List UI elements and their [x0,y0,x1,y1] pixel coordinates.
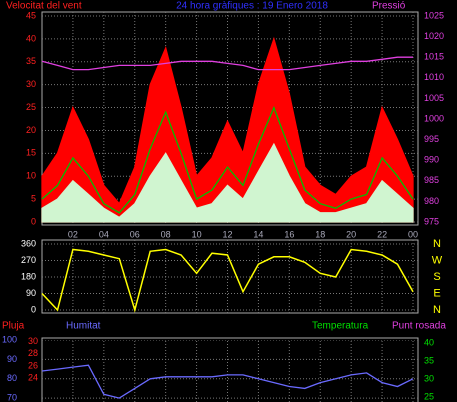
panel-frame [41,11,419,226]
y-tick-label: 25 [26,102,36,112]
rain-tick-label: 30 [28,336,38,346]
y-tick-label: 45 [26,10,36,20]
area [41,142,414,223]
y2-tick-label: 990 [424,155,439,165]
y-tick-label: 0 [31,304,36,314]
y-tick-label: 35 [26,56,36,66]
y2-tick-label: 975 [424,216,439,226]
y2-tick-label: 25 [424,391,434,401]
x-tick-label: 00 [408,229,418,239]
panel-frame [41,337,419,402]
y-tick-label: 270 [21,255,36,265]
y2-tick-label: 1010 [424,72,444,82]
line [42,364,414,399]
line [41,105,414,214]
y2-tick-label: 1020 [424,31,444,41]
y-tick-label: 70 [7,393,17,402]
y2-tick-label: 985 [424,175,439,185]
y2-tick-label: E [433,287,440,299]
y2-tick-label: N [433,304,441,316]
y-tick-label: 15 [26,148,36,158]
x-tick-label: 02 [68,229,78,239]
y-tick-label: 90 [7,354,17,364]
x-tick-label: 06 [130,229,140,239]
y2-tick-label: 1015 [424,52,444,62]
y-tick-label: 360 [21,238,36,248]
y2-tick-label: S [433,271,440,283]
x-tick-label: 04 [99,229,109,239]
y2-tick-label: 995 [424,134,439,144]
y2-tick-label: N [433,238,441,250]
x-tick-label: 20 [346,229,356,239]
rain-tick-label: 26 [28,360,38,370]
legend-label: Humitat [66,321,101,332]
x-tick-label: 10 [192,229,202,239]
plot-area [41,12,418,225]
y-tick-label: 20 [26,125,36,135]
y2-tick-label: 1005 [424,93,444,103]
line [41,56,413,71]
y-tick-label: 5 [31,193,36,203]
y2-tick-label: 40 [424,337,434,347]
y-tick-label: 10 [26,171,36,181]
y2-tick-label: 35 [424,355,434,365]
y-tick-label: 0 [31,216,36,226]
y-tick-label: 80 [7,373,17,383]
rain-tick-label: 28 [28,348,38,358]
x-tick-label: 12 [222,229,232,239]
x-tick-label: 22 [377,229,387,239]
y-axis-title: Velocitat del vent [6,1,82,12]
y-tick-label: 40 [26,33,36,43]
y2-tick-label: 30 [424,373,434,383]
y-tick-label: 30 [26,79,36,89]
x-tick-label: 08 [161,229,171,239]
rain-tick-label: 24 [28,372,38,382]
legend-label: Punt rosada [392,321,446,332]
y-tick-label: 180 [21,271,36,281]
y2-tick-label: 1025 [424,10,444,20]
y2-tick-label: 1000 [424,113,444,123]
chart-title: 24 hora gràfiques : 19 Enero 2018 [176,1,328,12]
y-tick-label: 90 [26,288,36,298]
y-tick-label: 100 [2,334,17,344]
y2-tick-label: W [432,254,443,266]
legend-label: Temperatura [312,321,369,332]
line [41,248,414,313]
x-tick-label: 16 [284,229,294,239]
x-tick-label: 18 [315,229,325,239]
x-tick-label: 14 [253,229,263,239]
plot-area [41,240,418,313]
area [41,36,414,223]
y2-tick-label: 980 [424,196,439,206]
plot-area [42,340,418,402]
y2-axis-title: Pressió [372,1,406,12]
legend-label: Pluja [2,321,25,332]
